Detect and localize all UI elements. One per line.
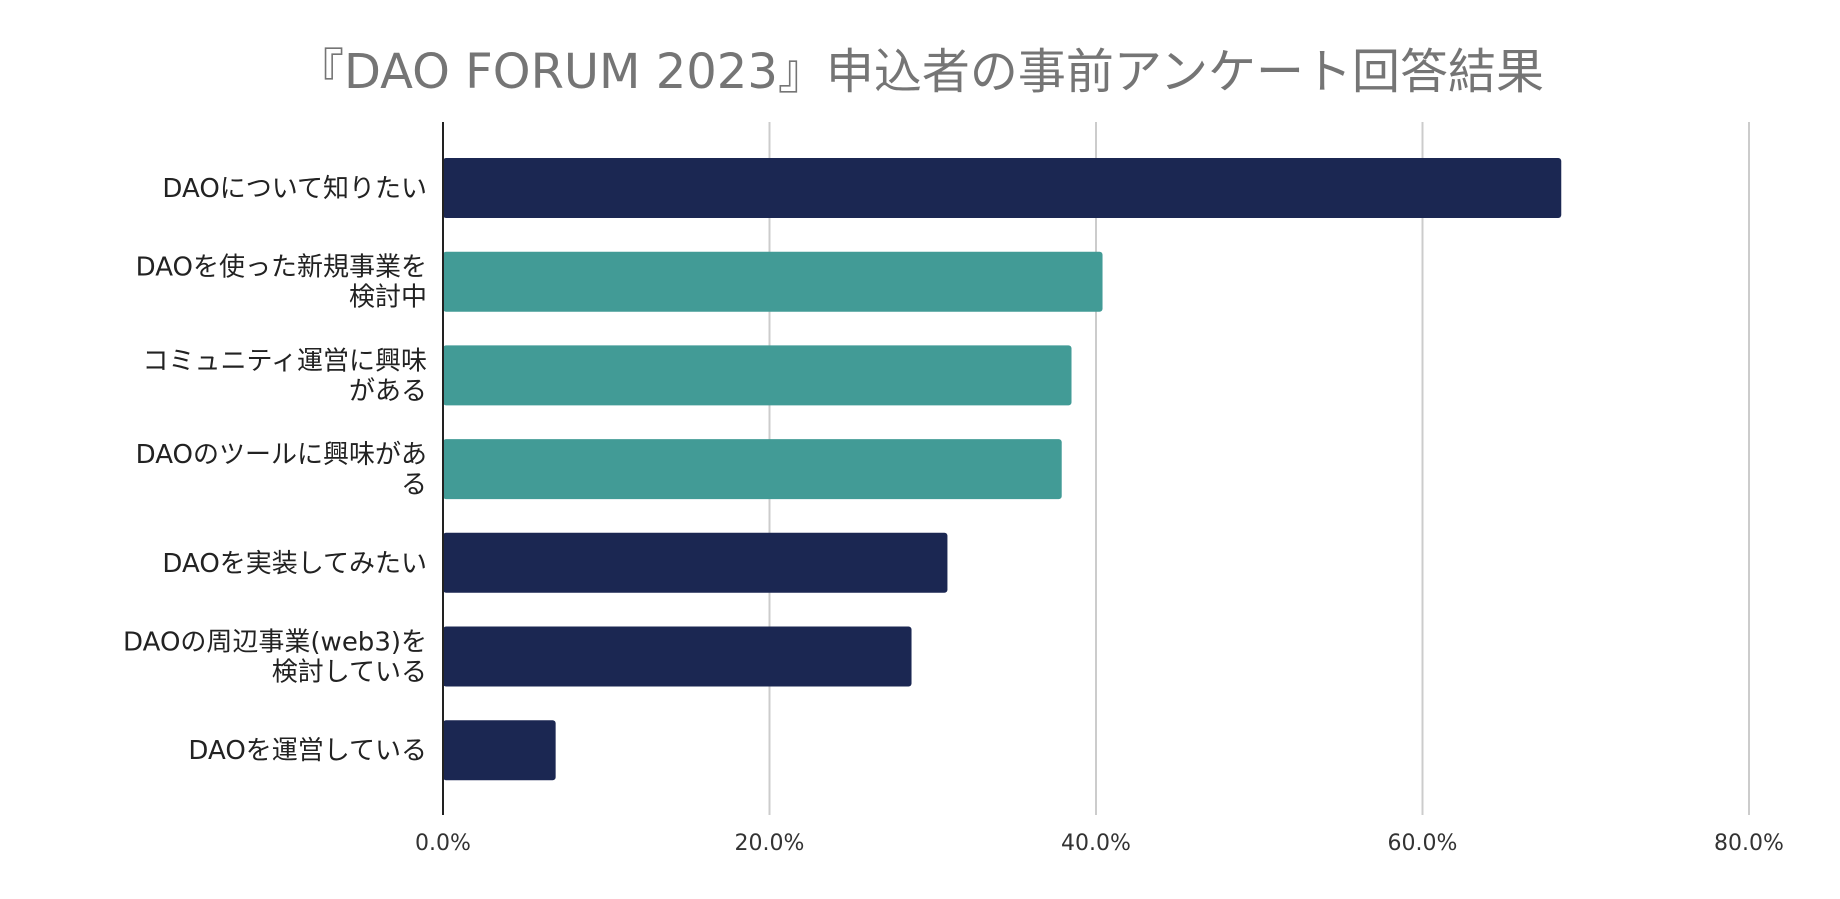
chart-title: 『DAO FORUM 2023』申込者の事前アンケート回答結果 <box>296 44 1544 100</box>
x-tick-label: 20.0% <box>735 831 805 856</box>
bar <box>443 626 912 687</box>
bars <box>443 158 1562 781</box>
bar <box>443 720 556 781</box>
category-label: DAOの周辺事業(web3)を <box>123 628 427 658</box>
bar <box>443 345 1072 406</box>
category-label: 検討している <box>272 658 427 688</box>
x-tick-label: 80.0% <box>1714 831 1784 856</box>
gridlines <box>768 122 1750 815</box>
bar <box>443 439 1062 500</box>
category-label: コミュニティ運営に興味 <box>143 346 427 376</box>
category-label: DAOを使った新規事業を <box>136 253 427 283</box>
category-label: DAOを実装してみたい <box>162 549 427 579</box>
category-label: がある <box>349 376 427 406</box>
x-tick-label: 0.0% <box>415 831 471 856</box>
category-labels: DAOについて知りたい DAOを使った新規事業を検討中コミュニティ運営に興味がある… <box>123 174 427 766</box>
x-tick-label: 60.0% <box>1388 831 1458 856</box>
category-label: る <box>401 470 427 500</box>
category-label: DAOについて知りたい <box>162 174 427 204</box>
category-label: DAOを運営している <box>188 736 427 766</box>
bar <box>443 158 1562 218</box>
bar <box>443 532 948 593</box>
category-label: 検討中 <box>349 283 427 313</box>
x-tick-labels: 0.0% 20.0% 40.0% 60.0% 80.0% <box>415 831 1784 856</box>
x-tick-label: 40.0% <box>1061 831 1131 856</box>
bar <box>443 251 1103 312</box>
category-label: DAOのツールに興味があ <box>136 440 427 470</box>
